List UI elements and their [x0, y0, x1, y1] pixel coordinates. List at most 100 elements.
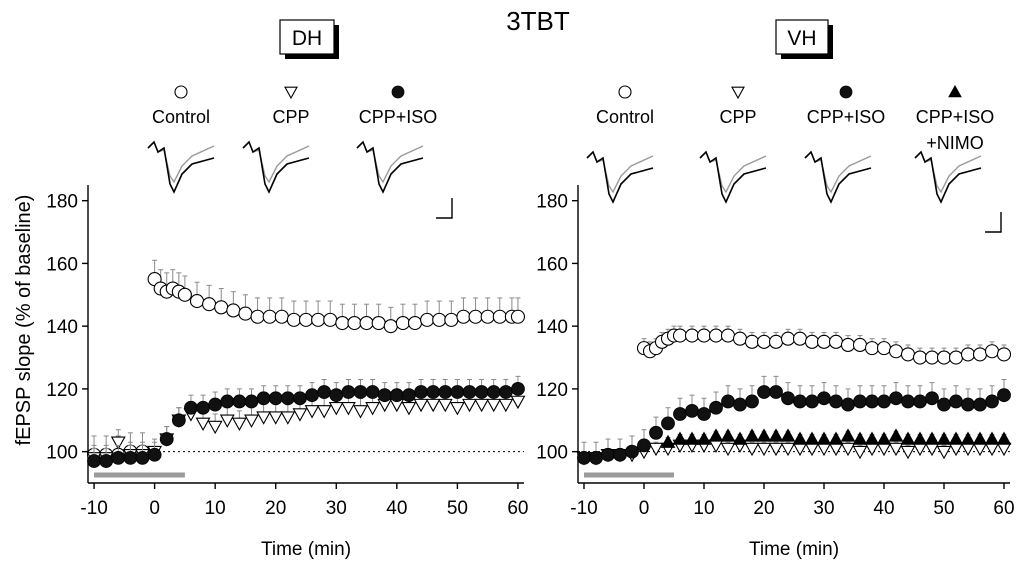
data-point	[510, 309, 525, 324]
data-point	[196, 400, 210, 415]
data-point	[486, 398, 502, 413]
data-point	[262, 309, 277, 324]
data-point	[912, 350, 928, 365]
legend-label: Control	[596, 107, 654, 127]
x-tick-label: 30	[813, 498, 834, 519]
legend-marker	[284, 86, 298, 100]
legend-label: +NIMO	[926, 133, 984, 153]
data-point	[853, 394, 867, 409]
y-tick-label: 120	[46, 380, 78, 401]
data-point	[852, 445, 868, 460]
data-point	[996, 442, 1012, 457]
data-point	[486, 385, 501, 399]
x-tick-label: 20	[265, 498, 286, 519]
data-point	[972, 347, 988, 362]
data-point	[805, 394, 819, 409]
data-point	[147, 447, 162, 462]
data-point	[231, 417, 247, 432]
data-point	[948, 442, 964, 457]
data-point	[924, 431, 940, 445]
data-point	[913, 394, 927, 409]
x-tick-label: 10	[693, 498, 714, 519]
data-point	[900, 431, 916, 445]
legend-label: CPP	[719, 107, 756, 127]
x-tick-label: 60	[507, 498, 528, 519]
data-point	[852, 431, 868, 445]
data-point	[792, 331, 808, 346]
data-point	[960, 347, 976, 362]
data-point	[492, 309, 507, 324]
data-point	[876, 442, 892, 457]
data-point	[972, 442, 988, 457]
data-point	[912, 431, 928, 445]
example-trace-black	[699, 150, 767, 204]
data-point	[757, 385, 771, 399]
series-0	[87, 259, 525, 462]
data-point	[280, 391, 295, 406]
data-point	[207, 420, 223, 435]
data-point	[316, 405, 332, 419]
x-tick-label: 0	[639, 498, 650, 519]
data-point	[510, 395, 526, 410]
data-point	[888, 344, 904, 359]
data-point	[709, 400, 723, 415]
data-point	[996, 431, 1012, 445]
data-point	[462, 398, 477, 413]
data-point	[353, 385, 368, 399]
data-point	[340, 401, 356, 416]
data-point	[498, 398, 514, 413]
data-point	[449, 401, 465, 416]
y-tick-label: 160	[536, 254, 568, 275]
data-point	[744, 428, 760, 442]
data-point	[244, 414, 259, 428]
data-point	[912, 442, 928, 457]
data-point	[841, 397, 855, 412]
data-point	[865, 394, 879, 409]
y-tick-label: 120	[536, 380, 568, 401]
data-point	[365, 385, 380, 399]
example-trace-black	[586, 150, 654, 204]
data-point	[637, 438, 651, 453]
data-point	[359, 315, 374, 331]
data-point	[936, 445, 952, 460]
data-point	[840, 428, 856, 442]
data-point	[601, 447, 615, 462]
legend-label: Control	[152, 107, 210, 127]
panel-label-box	[279, 19, 335, 55]
scale-bar	[436, 198, 453, 219]
data-point	[828, 442, 844, 457]
legend-label: CPP+ISO	[807, 107, 886, 127]
data-point	[474, 398, 490, 413]
data-point	[426, 385, 441, 399]
data-point	[220, 394, 235, 409]
data-point	[769, 385, 783, 399]
data-point	[732, 431, 748, 445]
data-point	[793, 394, 807, 409]
data-point	[402, 388, 416, 403]
data-point	[804, 442, 820, 457]
data-point	[720, 428, 736, 442]
data-point	[925, 391, 939, 406]
data-point	[804, 334, 820, 349]
data-point	[816, 334, 832, 349]
panel-dh: DH Control CPP CPP+ISO 100 120 140 160 180 -10 0 10…	[46, 19, 529, 560]
data-point	[876, 341, 892, 356]
data-point	[684, 431, 700, 445]
x-axis-title: Time (min)	[261, 539, 351, 560]
series-2	[577, 375, 1011, 465]
data-point	[195, 417, 211, 432]
example-trace-black	[147, 140, 215, 194]
data-point	[864, 442, 880, 457]
y-tick-label: 100	[46, 443, 78, 464]
x-tick-label: 40	[386, 498, 407, 519]
x-axis-title: Time (min)	[749, 539, 839, 560]
data-point	[298, 312, 314, 327]
data-point	[625, 444, 639, 459]
data-point	[900, 445, 916, 460]
data-point	[864, 341, 880, 356]
data-point	[672, 328, 688, 343]
data-point	[864, 431, 880, 445]
data-point	[377, 388, 392, 403]
data-point	[744, 334, 760, 349]
